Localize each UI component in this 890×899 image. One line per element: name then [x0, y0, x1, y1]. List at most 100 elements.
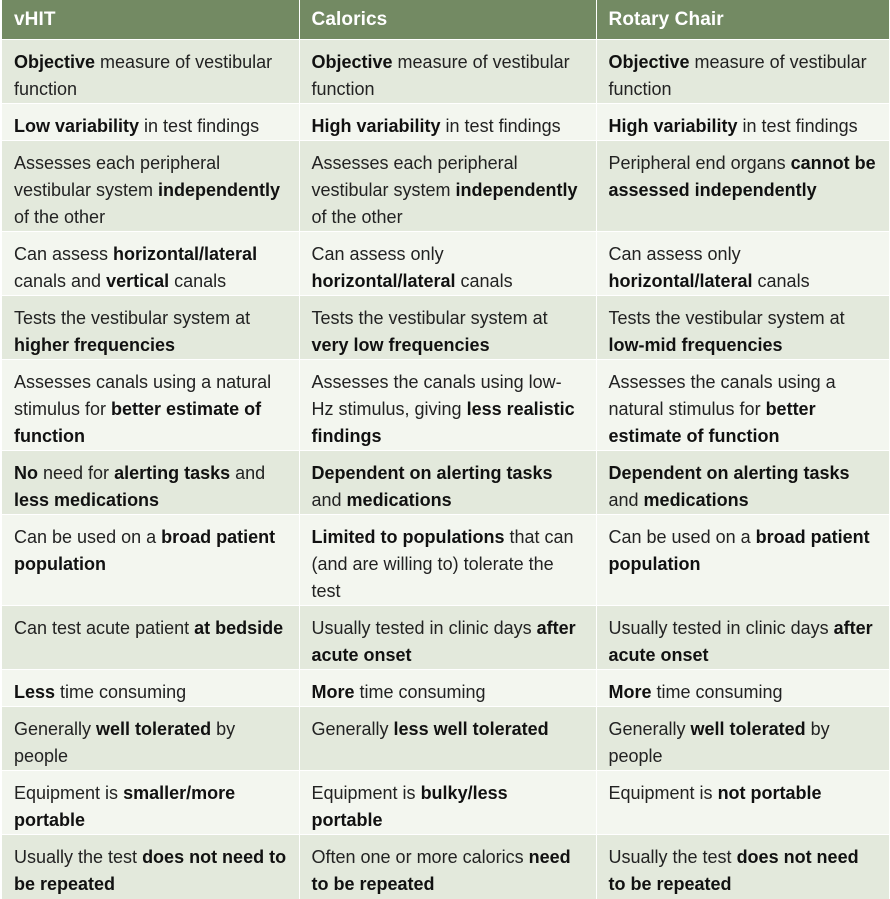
- cell-bold-text: well tolerated: [96, 719, 212, 739]
- cell-bold-text: not portable: [717, 783, 822, 803]
- cell-vhit: Usually the test does not need to be rep…: [2, 834, 300, 899]
- cell-bold-text: More: [608, 682, 652, 702]
- table-row: Assesses canals using a natural stimulus…: [2, 359, 889, 451]
- cell-calorics: Equipment is bulky/less portable: [299, 770, 597, 835]
- cell-bold-text: better estimate of function: [14, 399, 262, 446]
- cell-bold-text: horizontal/lateral: [608, 271, 753, 291]
- cell-bold-text: horizontal/lateral: [113, 244, 258, 264]
- cell-vhit: Generally well tolerated by people: [2, 706, 300, 771]
- table-row: Equipment is smaller/more portable Equipm…: [2, 770, 889, 835]
- table-row: Assesses each peripheral vestibular syst…: [2, 140, 889, 232]
- cell-text: by people: [14, 719, 236, 766]
- cell-rotary-chair: Usually tested in clinic days after acut…: [596, 605, 889, 670]
- cell-bold-text: after acute onset: [311, 618, 576, 665]
- cell-text: canals and: [14, 271, 107, 291]
- cell-text: Assesses the canals using low-Hz stimulu…: [311, 372, 562, 419]
- cell-text: Generally: [14, 719, 97, 739]
- cell-text: by people: [608, 719, 830, 766]
- cell-bold-text: High variability: [608, 116, 738, 136]
- cell-text: Often one or more calorics: [311, 847, 529, 867]
- cell-text: of the other: [311, 207, 403, 227]
- cell-text: canals: [455, 271, 513, 291]
- table-row: Usually the test does not need to be rep…: [2, 834, 889, 899]
- cell-bold-text: higher frequencies: [14, 335, 176, 355]
- cell-bold-text: vertical: [106, 271, 170, 291]
- cell-bold-text: less medications: [14, 490, 160, 510]
- cell-text: Can be used on a: [608, 527, 756, 547]
- cell-rotary-chair: Assesses the canals using a natural stim…: [596, 359, 889, 451]
- cell-bold-text: Objective: [311, 52, 393, 72]
- cell-bold-text: Objective: [608, 52, 690, 72]
- cell-bold-text: High variability: [311, 116, 441, 136]
- cell-text: measure of vestibular function: [14, 52, 273, 99]
- cell-text: Assesses the canals using a natural stim…: [608, 372, 836, 419]
- cell-bold-text: Objective: [14, 52, 96, 72]
- header-vhit: vHIT: [2, 0, 300, 40]
- cell-text: Tests the vestibular system at: [14, 308, 251, 328]
- cell-text: measure of vestibular function: [608, 52, 867, 99]
- cell-text: Usually tested in clinic days: [608, 618, 834, 638]
- cell-text: Tests the vestibular system at: [311, 308, 548, 328]
- table-row: Can be used on a broad patient populatio…: [2, 514, 889, 606]
- cell-vhit: Can be used on a broad patient populatio…: [2, 514, 300, 606]
- cell-text: of the other: [14, 207, 106, 227]
- cell-text: time consuming: [55, 682, 187, 702]
- cell-calorics: Dependent on alerting tasks and medicati…: [299, 450, 597, 515]
- cell-text: in test findings: [139, 116, 260, 136]
- cell-text: time consuming: [651, 682, 783, 702]
- cell-vhit: Assesses each peripheral vestibular syst…: [2, 140, 300, 232]
- cell-text: in test findings: [440, 116, 561, 136]
- cell-calorics: Usually tested in clinic days after acut…: [299, 605, 597, 670]
- cell-calorics: Generally less well tolerated: [299, 706, 597, 771]
- cell-bold-text: after acute onset: [608, 618, 873, 665]
- cell-rotary-chair: Tests the vestibular system at low-mid f…: [596, 295, 889, 360]
- cell-calorics: Assesses each peripheral vestibular syst…: [299, 140, 597, 232]
- cell-text: need for: [38, 463, 115, 483]
- cell-rotary-chair: Equipment is not portable: [596, 770, 889, 835]
- cell-bold-text: medications: [643, 490, 749, 510]
- cell-bold-text: medications: [346, 490, 452, 510]
- table-row: Less time consuming More time consuming Mo…: [2, 669, 889, 707]
- cell-calorics: Tests the vestibular system at very low …: [299, 295, 597, 360]
- cell-text: Usually the test: [608, 847, 737, 867]
- cell-text: Assesses canals using a natural stimulus…: [14, 372, 272, 419]
- cell-text: Can assess only: [311, 244, 444, 264]
- cell-text: Usually tested in clinic days: [311, 618, 537, 638]
- cell-vhit: Tests the vestibular system at higher fr…: [2, 295, 300, 360]
- cell-text: Can test acute patient: [14, 618, 195, 638]
- cell-text: Generally: [608, 719, 691, 739]
- cell-bold-text: less well tolerated: [393, 719, 549, 739]
- cell-calorics: Often one or more calorics need to be re…: [299, 834, 597, 899]
- cell-text: and: [230, 463, 266, 483]
- cell-bold-text: less realistic findings: [311, 399, 575, 446]
- cell-rotary-chair: Generally well tolerated by people: [596, 706, 889, 771]
- cell-text: that can (and are willing to) tolerate t…: [311, 527, 574, 601]
- cell-text: Peripheral end organs: [608, 153, 791, 173]
- table-row: Can assess horizontal/lateral canals and…: [2, 231, 889, 296]
- cell-vhit: Less time consuming: [2, 669, 300, 707]
- cell-calorics: Limited to populations that can (and are…: [299, 514, 597, 606]
- cell-rotary-chair: Objective measure of vestibular function: [596, 39, 889, 104]
- table-row: Generally well tolerated by people Genera…: [2, 706, 889, 771]
- cell-calorics: Objective measure of vestibular function: [299, 39, 597, 104]
- cell-bold-text: cannot be assessed independently: [608, 153, 876, 200]
- cell-bold-text: low-mid frequencies: [608, 335, 783, 355]
- cell-bold-text: broad patient population: [14, 527, 276, 574]
- cell-text: measure of vestibular function: [311, 52, 570, 99]
- cell-rotary-chair: Usually the test does not need to be rep…: [596, 834, 889, 899]
- cell-bold-text: horizontal/lateral: [311, 271, 456, 291]
- cell-rotary-chair: Can be used on a broad patient populatio…: [596, 514, 889, 606]
- cell-vhit: Can test acute patient at bedside: [2, 605, 300, 670]
- cell-rotary-chair: Dependent on alerting tasks and medicati…: [596, 450, 889, 515]
- table-row: Low variability in test findings High var…: [2, 103, 889, 141]
- cell-bold-text: Less: [14, 682, 56, 702]
- cell-calorics: Can assess only horizontal/lateral canal…: [299, 231, 597, 296]
- cell-text: Assesses each peripheral vestibular syst…: [311, 153, 518, 200]
- cell-bold-text: Dependent on alerting tasks: [311, 463, 553, 483]
- cell-bold-text: better estimate of function: [608, 399, 816, 446]
- cell-text: in test findings: [737, 116, 858, 136]
- cell-text: and: [311, 490, 347, 510]
- cell-bold-text: broad patient population: [608, 527, 870, 574]
- cell-vhit: Objective measure of vestibular function: [2, 39, 300, 104]
